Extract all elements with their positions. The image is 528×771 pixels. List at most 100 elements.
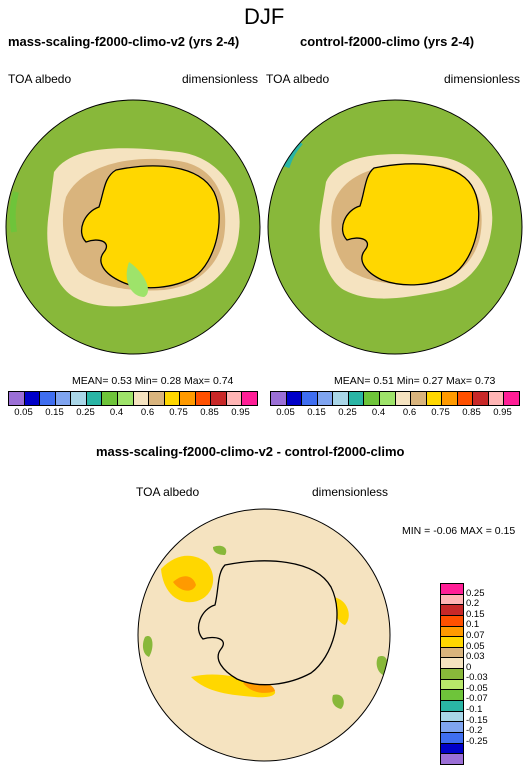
diff-colorbar-swatch (441, 605, 463, 616)
diff-colorbar-swatch (441, 637, 463, 648)
diff-colorbar-tick-label: 0.05 (466, 640, 485, 652)
colorbar-tick-label: 0.4 (109, 407, 124, 418)
colorbar-tick-label: 0.15 (45, 407, 64, 418)
diff-colorbar-tick-label: -0.15 (466, 714, 488, 726)
colorbar-swatch (411, 392, 427, 405)
colorbar-swatch (333, 392, 349, 405)
colorbar-tick-label: 0.95 (493, 407, 512, 418)
colorbar-swatch (102, 392, 118, 405)
colorbar-swatch (211, 392, 227, 405)
diff-colorbar-swatch (441, 647, 463, 659)
colorbar-swatch (180, 392, 196, 405)
diff-colorbar-swatch (441, 594, 463, 606)
diff-left-label: TOA albedo (136, 485, 200, 499)
diff-colorbar-tick-label: -0.25 (466, 735, 488, 747)
panel2-colorbar (270, 391, 520, 406)
diff-colorbar-tick-label: 0 (466, 661, 472, 673)
diff-colorbar-tick-label: -0.07 (466, 693, 488, 705)
diff-colorbar-swatch (441, 690, 463, 702)
colorbar-swatch (195, 392, 212, 405)
diff-colorbar-swatch (441, 722, 463, 733)
diff-colorbar-tick-label: -0.1 (466, 704, 483, 716)
panel1-right-label: dimensionless (182, 72, 259, 86)
colorbar-tick-label: 0.25 (338, 407, 357, 418)
panel1-colorbar-ticks: 0.05 0.15 0.25 0.4 0.6 0.75 0.85 0.95 (8, 407, 256, 421)
colorbar-tick-label: 0.05 (276, 407, 295, 418)
colorbar-swatch (286, 392, 303, 405)
colorbar-swatch (348, 392, 365, 405)
panel2-map (267, 99, 523, 355)
colorbar-swatch (442, 392, 458, 405)
colorbar-swatch (133, 392, 150, 405)
colorbar-swatch (55, 392, 72, 405)
colorbar-swatch (302, 392, 318, 405)
colorbar-tick-label: 0.75 (169, 407, 188, 418)
colorbar-swatch (379, 392, 396, 405)
diff-colorbar-swatch (441, 679, 463, 691)
colorbar-tick-label: 0.6 (140, 407, 155, 418)
diff-colorbar-swatch (441, 711, 463, 723)
colorbar-swatch (271, 392, 287, 405)
colorbar-swatch (149, 392, 165, 405)
diff-stats: MIN = -0.06 MAX = 0.15 (402, 525, 516, 537)
colorbar-swatch (86, 392, 103, 405)
colorbar-tick-label: 0.4 (371, 407, 386, 418)
colorbar-tick-label: 0.05 (14, 407, 33, 418)
colorbar-swatch (488, 392, 505, 405)
panel1-colorbar (8, 391, 258, 406)
panel1-title: mass-scaling-f2000-climo-v2 (yrs 2-4) (8, 34, 240, 49)
diff-colorbar-swatch (441, 701, 463, 712)
colorbar-swatch (473, 392, 489, 405)
panel1-left-label: TOA albedo (8, 72, 72, 86)
colorbar-tick-label: 0.85 (462, 407, 481, 418)
colorbar-swatch (504, 392, 519, 405)
panel2-colorbar-ticks: 0.05 0.15 0.25 0.4 0.6 0.75 0.85 0.95 (270, 407, 518, 421)
diff-colorbar (440, 583, 464, 765)
colorbar-swatch (426, 392, 443, 405)
colorbar-swatch (242, 392, 257, 405)
diff-colorbar-swatch (441, 658, 463, 670)
colorbar-tick-label: 0.85 (200, 407, 219, 418)
colorbar-tick-label: 0.75 (431, 407, 450, 418)
colorbar-tick-label: 0.95 (231, 407, 250, 418)
panel1-map (5, 99, 261, 355)
diff-colorbar-swatch (441, 615, 463, 627)
diff-colorbar-tick-label: -0.2 (466, 725, 483, 737)
diff-colorbar-swatch (441, 669, 463, 680)
colorbar-tick-label: 0.25 (76, 407, 95, 418)
colorbar-swatch (24, 392, 41, 405)
diff-colorbar-tick-label: 0.2 (466, 598, 480, 610)
diff-colorbar-tick-label: -0.05 (466, 682, 488, 694)
panel2-right-label: dimensionless (444, 72, 521, 86)
diff-colorbar-swatch (441, 743, 463, 755)
diff-right-label: dimensionless (312, 485, 389, 499)
colorbar-swatch (457, 392, 474, 405)
colorbar-swatch (364, 392, 380, 405)
diff-colorbar-ticks: 0.25 0.2 0.15 0.1 0.07 0.05 0.03 0 -0.03 -0.05 -0.… (466, 583, 516, 763)
colorbar-swatch (40, 392, 56, 405)
colorbar-swatch (226, 392, 243, 405)
panel2-stats: MEAN= 0.51 Min= 0.27 Max= 0.73 (334, 375, 496, 387)
diff-colorbar-swatch (441, 584, 463, 595)
diff-title: mass-scaling-f2000-climo-v2 - control-f2… (96, 444, 405, 459)
diff-map (137, 508, 391, 762)
panel2-left-label: TOA albedo (266, 72, 330, 86)
colorbar-swatch (164, 392, 181, 405)
colorbar-swatch (9, 392, 25, 405)
diff-colorbar-swatch (441, 626, 463, 638)
panel1-stats: MEAN= 0.53 Min= 0.28 Max= 0.74 (72, 375, 234, 387)
diff-colorbar-tick-label: 0.1 (466, 619, 480, 631)
diff-colorbar-tick-label: 0.07 (466, 629, 485, 641)
diff-colorbar-tick-label: 0.03 (466, 651, 485, 663)
colorbar-swatch (71, 392, 87, 405)
diff-colorbar-swatch (441, 754, 463, 764)
diff-colorbar-tick-label: 0.15 (466, 608, 485, 620)
colorbar-tick-label: 0.6 (402, 407, 417, 418)
diff-colorbar-tick-label: 0.25 (466, 587, 485, 599)
panel2-title: control-f2000-climo (yrs 2-4) (300, 34, 475, 49)
colorbar-tick-label: 0.15 (307, 407, 326, 418)
diff-colorbar-tick-label: -0.03 (466, 672, 488, 684)
colorbar-swatch (317, 392, 334, 405)
colorbar-swatch (395, 392, 412, 405)
page-title: DJF (244, 4, 285, 29)
